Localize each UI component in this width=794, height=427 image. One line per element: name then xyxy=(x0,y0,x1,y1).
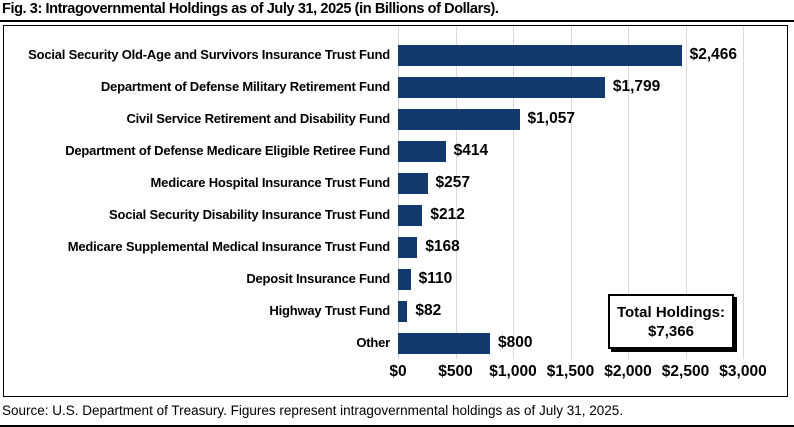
category-label: Civil Service Retirement and Disability … xyxy=(126,111,390,126)
figure-title: Fig. 3: Intragovernmental Holdings as of… xyxy=(2,1,499,17)
bar-row: Medicare Hospital Insurance Trust Fund $2… xyxy=(4,167,787,199)
source-note: Source: U.S. Department of Treasury. Fig… xyxy=(2,403,624,418)
gridline xyxy=(513,26,514,359)
x-axis: $0 $500 $1,000 $1,500 $2,000 $2,500 $3,000 xyxy=(4,363,787,389)
bar-row: Highway Trust Fund $82 xyxy=(4,295,787,327)
value-label: $800 xyxy=(498,334,533,351)
category-label: Deposit Insurance Fund xyxy=(246,271,390,286)
x-tick-label: $3,000 xyxy=(719,363,767,380)
total-holdings-value: $7,366 xyxy=(648,323,694,340)
bar xyxy=(398,76,605,98)
x-tick-label: $0 xyxy=(389,363,407,380)
gridline xyxy=(743,26,744,359)
bar-rows: Social Security Old-Age and Survivors In… xyxy=(4,39,787,359)
total-holdings-label: Total Holdings: xyxy=(616,304,726,321)
value-label: $2,466 xyxy=(689,46,737,63)
bar xyxy=(398,172,428,194)
x-tick-label: $2,000 xyxy=(604,363,652,380)
chart-area: Social Security Old-Age and Survivors In… xyxy=(3,25,788,397)
value-label: $168 xyxy=(425,238,460,255)
gridline xyxy=(685,26,687,359)
bar-row: Department of Defense Military Retiremen… xyxy=(4,71,787,103)
gridline xyxy=(455,26,457,359)
total-holdings-callout: Total Holdings: $7,366 xyxy=(608,294,734,349)
bar xyxy=(398,140,446,162)
gridline xyxy=(570,26,572,359)
category-label: Social Security Disability Insurance Tru… xyxy=(108,207,390,222)
bar xyxy=(398,268,411,290)
bar xyxy=(398,332,490,354)
bar xyxy=(398,44,682,66)
bar-row: Civil Service Retirement and Disability … xyxy=(4,103,787,135)
bar xyxy=(398,236,418,258)
bar-row: Social Security Old-Age and Survivors In… xyxy=(4,39,787,71)
bar-row: Deposit Insurance Fund $110 xyxy=(4,263,787,295)
gridline xyxy=(628,26,629,359)
category-label: Department of Defense Medicare Eligible … xyxy=(65,143,390,158)
value-label: $414 xyxy=(453,142,489,159)
value-label: $1,057 xyxy=(527,110,575,127)
bar-row: Other $800 xyxy=(4,327,787,359)
value-label: $257 xyxy=(435,174,471,191)
category-label: Other xyxy=(356,335,390,350)
category-label: Medicare Supplemental Medical Insurance … xyxy=(67,239,391,254)
title-divider xyxy=(0,20,794,22)
category-label: Medicare Hospital Insurance Trust Fund xyxy=(150,175,391,190)
category-label: Department of Defense Military Retiremen… xyxy=(100,79,390,94)
bar-row: Social Security Disability Insurance Tru… xyxy=(4,199,787,231)
bar xyxy=(398,300,408,322)
bar-row: Department of Defense Medicare Eligible … xyxy=(4,135,787,167)
bar xyxy=(398,108,520,130)
category-label: Social Security Old-Age and Survivors In… xyxy=(28,47,390,62)
value-label: $1,799 xyxy=(612,78,661,95)
bottom-divider xyxy=(0,425,794,427)
x-tick-label: $1,000 xyxy=(489,363,537,380)
x-tick-label: $1,500 xyxy=(546,363,595,380)
value-label: $110 xyxy=(418,270,453,287)
value-label: $82 xyxy=(415,302,442,319)
value-label: $212 xyxy=(430,206,465,223)
x-tick-label: $2,500 xyxy=(661,363,710,380)
bar xyxy=(398,204,423,226)
x-tick-label: $500 xyxy=(438,363,473,380)
bar-row: Medicare Supplemental Medical Insurance … xyxy=(4,231,787,263)
category-label: Highway Trust Fund xyxy=(269,303,390,318)
